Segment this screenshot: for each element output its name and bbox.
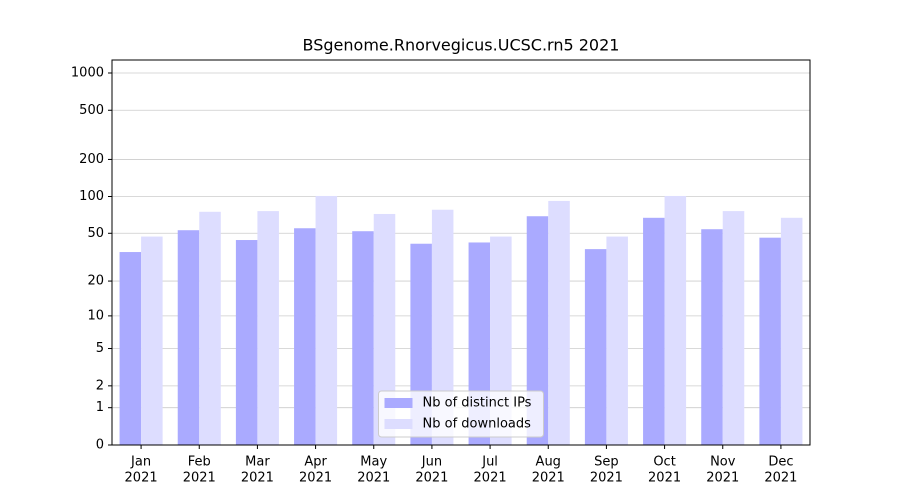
- legend-box: [378, 390, 544, 438]
- bar: [257, 211, 279, 445]
- bar: [722, 211, 745, 445]
- x-tick-label: Dec: [768, 455, 793, 470]
- bar: [584, 249, 607, 445]
- bar: [643, 217, 665, 445]
- bar: [780, 217, 803, 445]
- bar: [199, 211, 221, 445]
- legend-swatch: [384, 419, 413, 429]
- x-tick-label: Feb: [188, 455, 211, 470]
- plot-frame: [111, 59, 811, 446]
- chart-title: BSgenome.Rnorvegicus.UCSC.rn5 2021: [303, 36, 620, 55]
- x-tick-label: 2021: [590, 471, 623, 486]
- x-tick-label: 2021: [299, 471, 332, 486]
- x-tick-label: Jul: [481, 455, 498, 470]
- x-tick-label: Mar: [245, 455, 270, 470]
- x-tick-label: 2021: [357, 471, 390, 486]
- y-tick-label: 500: [79, 103, 104, 118]
- y-tick-label: 1000: [71, 65, 104, 80]
- bar: [141, 236, 163, 445]
- bar: [315, 195, 338, 445]
- x-tick-label: Oct: [653, 455, 675, 470]
- bar: [177, 230, 200, 445]
- x-tick-label: 2021: [474, 471, 507, 486]
- y-tick-label: 0: [96, 438, 104, 453]
- x-tick-label: Jun: [421, 455, 442, 470]
- x-tick-label: Jan: [130, 455, 151, 470]
- x-tick-label: 2021: [532, 471, 565, 486]
- y-tick-label: 20: [87, 274, 104, 289]
- bar: [548, 200, 570, 445]
- legend-swatch: [384, 398, 413, 408]
- x-tick-label: Aug: [536, 455, 561, 470]
- bar: [352, 231, 374, 445]
- y-tick-label: 200: [79, 152, 104, 167]
- x-tick-label: 2021: [648, 471, 681, 486]
- x-tick-label: Nov: [710, 455, 736, 470]
- bar: [431, 209, 454, 445]
- bar: [606, 236, 628, 445]
- bar: [526, 216, 549, 445]
- x-tick-label: 2021: [241, 471, 274, 486]
- legend-label: Nb of distinct IPs: [423, 396, 532, 411]
- y-tick-label: 50: [87, 226, 104, 241]
- y-tick-label: 5: [96, 341, 104, 356]
- legend-label: Nb of downloads: [423, 417, 532, 432]
- bar: [294, 228, 316, 445]
- x-tick-label: Sep: [594, 455, 619, 470]
- x-tick-label: Apr: [304, 455, 327, 470]
- x-tick-label: 2021: [415, 471, 448, 486]
- x-tick-label: 2021: [764, 471, 797, 486]
- y-tick-label: 2: [96, 378, 104, 393]
- bar: [119, 252, 142, 445]
- x-tick-label: 2021: [706, 471, 739, 486]
- y-tick-label: 100: [79, 189, 104, 204]
- x-tick-label: 2021: [125, 471, 158, 486]
- bar: [701, 229, 723, 445]
- x-tick-label: May: [360, 455, 387, 470]
- bar: [664, 195, 687, 445]
- y-tick-label: 1: [96, 400, 104, 415]
- bar: [373, 213, 396, 445]
- bar: [759, 237, 781, 445]
- bar: [235, 240, 258, 445]
- y-tick-label: 10: [87, 308, 104, 323]
- x-tick-label: 2021: [183, 471, 216, 486]
